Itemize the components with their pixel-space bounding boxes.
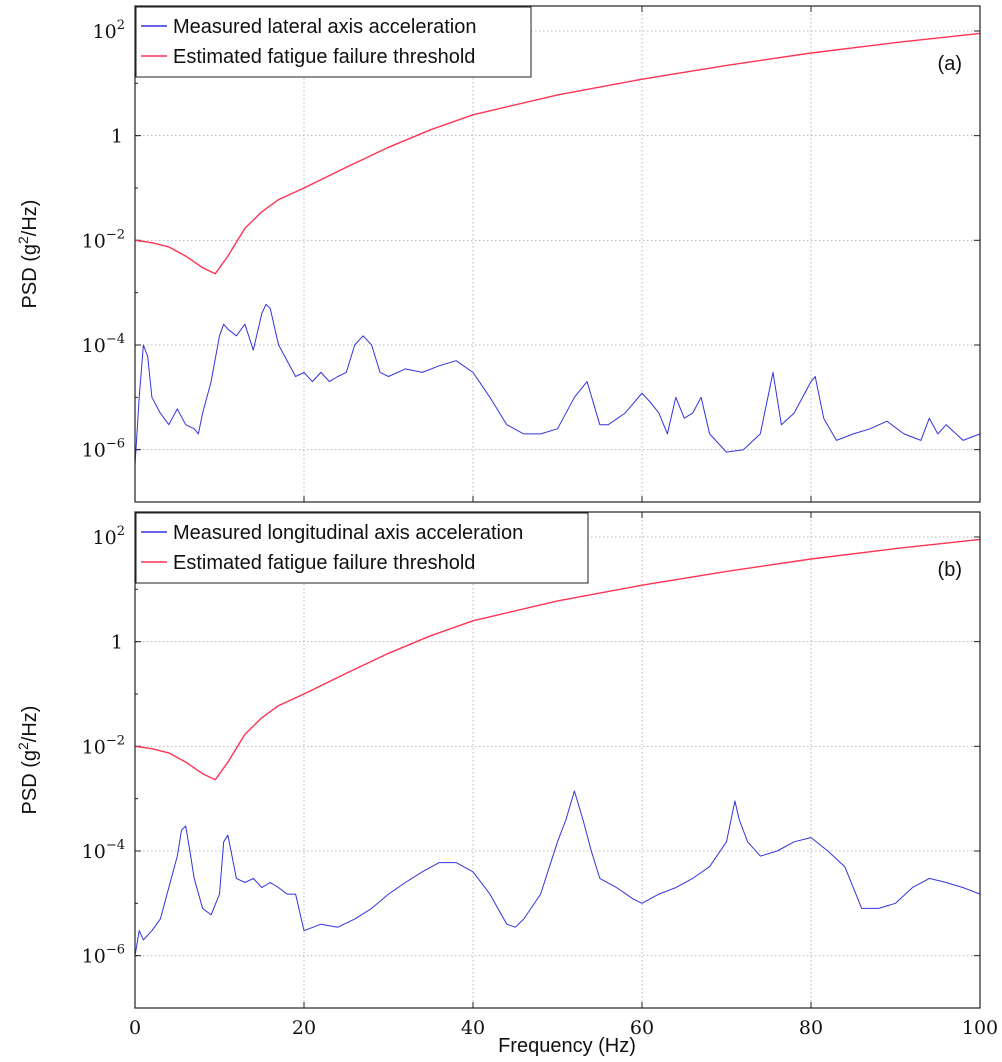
x-tick-label: 100 bbox=[962, 1017, 998, 1039]
y-tick-label: 102 bbox=[93, 18, 125, 43]
legend-label: Measured longitudinal axis acceleration bbox=[173, 522, 523, 544]
y-axis-title: PSD (g2/Hz) bbox=[15, 200, 41, 309]
plot-frame bbox=[134, 511, 981, 1009]
y-tick-label: 102 bbox=[93, 524, 125, 549]
y-tick-label: 10−6 bbox=[82, 943, 125, 968]
y-tick-label: 10−6 bbox=[82, 437, 125, 462]
legend: Measured lateral axis acceleration Estima… bbox=[135, 6, 532, 78]
x-tick-label: 60 bbox=[630, 1017, 654, 1039]
legend-label: Measured lateral axis acceleration bbox=[173, 16, 477, 38]
measured-acceleration-line bbox=[134, 790, 981, 956]
legend-label: Estimated fatigue failure threshold bbox=[173, 552, 475, 574]
x-tick-label: 40 bbox=[461, 1017, 485, 1039]
y-tick-label: 10−4 bbox=[82, 332, 125, 357]
legend-label: Estimated fatigue failure threshold bbox=[173, 46, 475, 68]
panel-b: 0 20 40 60 80 100 102 1 10−2 10−4 10−6 Measured lon… bbox=[15, 511, 998, 1039]
x-tick-label: 0 bbox=[129, 1017, 141, 1039]
x-tick-label: 80 bbox=[799, 1017, 823, 1039]
y-tick-label: 10−2 bbox=[82, 227, 125, 252]
y-axis-title: PSD (g2/Hz) bbox=[15, 706, 41, 815]
panel-tag: (b) bbox=[938, 559, 962, 581]
measured-acceleration-line bbox=[134, 303, 981, 466]
fatigue-threshold-line bbox=[134, 32, 981, 275]
legend: Measured longitudinal axis acceleration E… bbox=[135, 512, 589, 584]
y-tick-label: 1 bbox=[111, 126, 123, 148]
y-tick-label: 10−4 bbox=[82, 838, 125, 863]
shared-x-axis: Frequency (Hz) bbox=[498, 1035, 636, 1057]
y-tick-label: 1 bbox=[111, 632, 123, 654]
x-tick-label: 20 bbox=[292, 1017, 316, 1039]
x-axis-title: Frequency (Hz) bbox=[498, 1035, 636, 1057]
panel-tag: (a) bbox=[938, 53, 962, 75]
plot-frame bbox=[134, 5, 981, 503]
legend-box bbox=[135, 6, 532, 78]
y-tick-label: 10−2 bbox=[82, 733, 125, 758]
fatigue-threshold-line bbox=[134, 538, 981, 781]
panel-a: 102 1 10−2 10−4 10−6 Measured lateral axis ac… bbox=[15, 5, 981, 503]
legend-box bbox=[135, 512, 589, 584]
